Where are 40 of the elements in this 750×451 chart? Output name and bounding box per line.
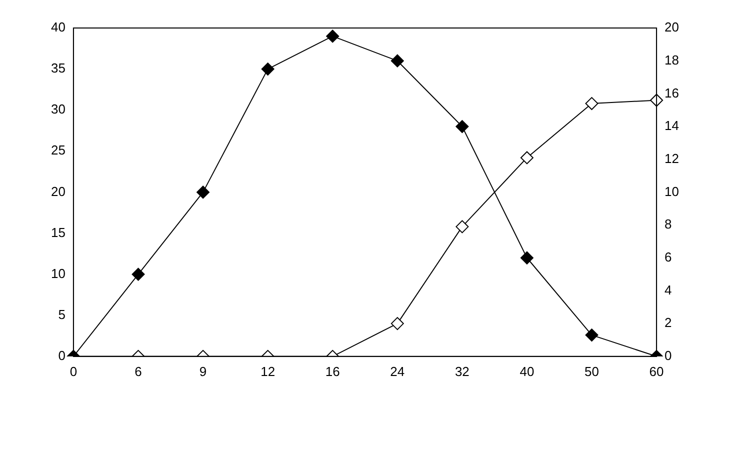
y-tick-label: 35 (50, 60, 66, 76)
point (456, 120, 469, 134)
x-tick-label: 24 (390, 364, 405, 379)
x-tick-label: 60 (649, 364, 664, 379)
y2-tick-label: 10 (664, 184, 680, 199)
y2-tick-label: 8 (664, 216, 672, 232)
y-tick-label: 5 (58, 306, 66, 322)
y2-tick-label: 16 (664, 85, 680, 100)
x-tick-label: 6 (134, 364, 142, 379)
x-tick-label: 40 (520, 364, 534, 379)
point (326, 30, 340, 43)
x-tick-label: 32 (454, 364, 470, 379)
y2-tick-label: 20 (664, 20, 680, 35)
x-tick-label: 50 (584, 364, 599, 379)
x-tick-label: 16 (325, 364, 340, 379)
x-tick-label: 9 (199, 364, 207, 379)
y2-tick-label: 18 (664, 52, 680, 68)
y2-tick-label: 2 (664, 315, 672, 330)
point (196, 186, 210, 199)
x-tick-label: 0 (70, 364, 78, 379)
y2-tick-label: 4 (664, 282, 672, 298)
y-tick-label: 25 (50, 142, 66, 158)
point (390, 54, 404, 68)
y-tick-label: 40 (50, 20, 66, 35)
y2-tick-label: 6 (664, 249, 672, 264)
y2-tick-label: 0 (664, 348, 672, 363)
y2-tick-label: 12 (664, 150, 680, 166)
point (585, 328, 598, 342)
y2-tick-label: 14 (664, 118, 680, 134)
point (520, 251, 534, 264)
y-tick-label: 15 (50, 224, 66, 240)
y-tick-label: 30 (50, 102, 66, 117)
point (585, 97, 598, 110)
point (132, 268, 145, 281)
point (520, 151, 534, 164)
y-tick-label: 0 (58, 348, 66, 363)
y-tick-label: 10 (50, 266, 66, 281)
point (261, 62, 274, 76)
x-tick-label: 12 (260, 364, 276, 379)
y-tick-label: 20 (50, 184, 66, 199)
